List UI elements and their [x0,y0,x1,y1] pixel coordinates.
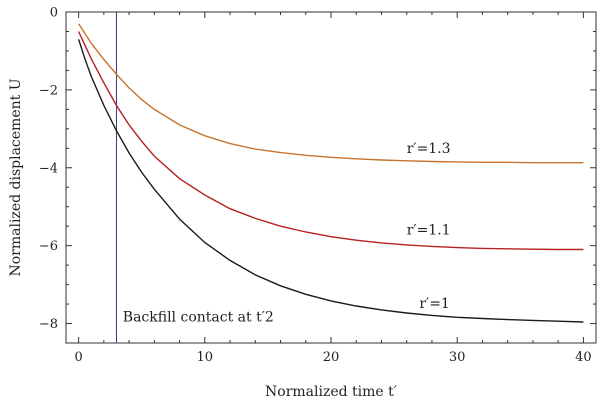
x-tick-label: 30 [449,350,466,365]
x-tick-label: 0 [74,350,82,365]
series-line-0 [78,23,584,164]
x-axis-title: Normalized time t′ [265,384,397,400]
series-line-1 [77,31,584,251]
x-tick-label: 10 [197,350,214,365]
annotation-1: r′=1.1 [407,223,451,239]
y-axis-title: Normalized displacement U [8,78,24,276]
y-tick-label: −2 [39,83,58,98]
y-tick-label: −8 [39,317,58,332]
annotation-3: Backfill contact at t′2 [123,310,274,326]
y-tick-label: 0 [50,6,58,21]
x-tick-label: 40 [575,350,592,365]
annotation-0: r′=1.3 [407,141,451,157]
plot-area: 0 10 20 30 40 0 −2 −4 −6 −8 r′=1.3 r′=1.1 r′=1 Backfi… [39,6,597,365]
y-tick-label: −4 [39,161,58,176]
x-tick-label: 20 [323,350,340,365]
annotation-2: r′=1 [419,296,450,312]
series-line-2 [77,39,584,323]
y-tick-label: −6 [39,239,58,254]
